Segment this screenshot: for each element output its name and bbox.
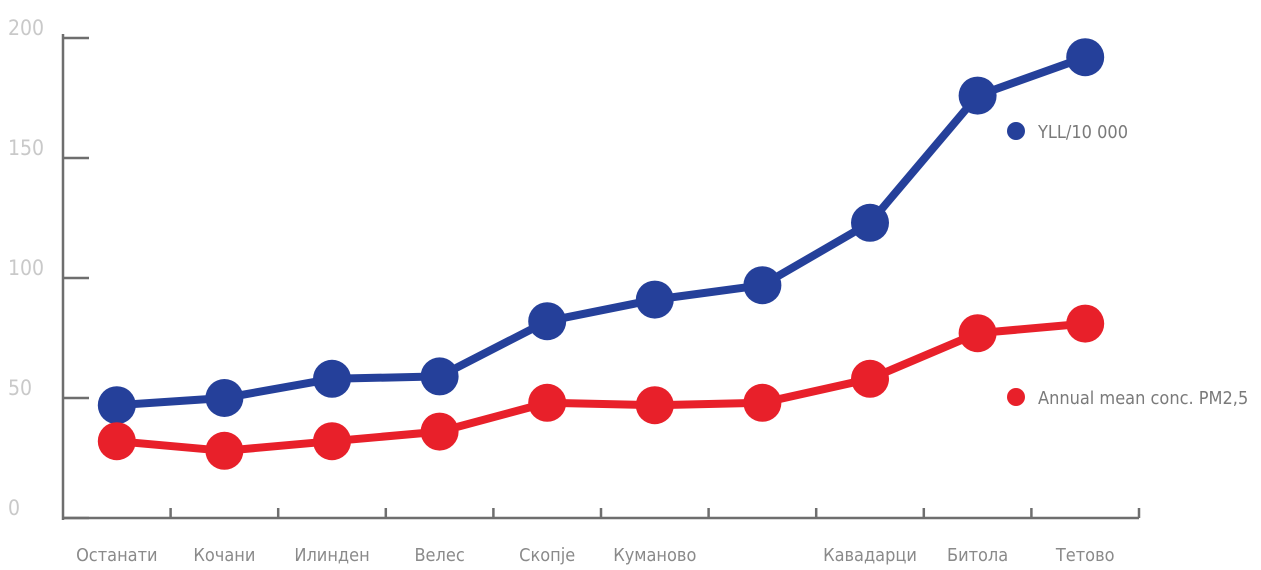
x-category-label: Кавадарци	[823, 545, 917, 566]
y-ticks: 0 50 100 150 200	[8, 16, 89, 520]
data-point	[313, 422, 351, 461]
data-point	[205, 431, 244, 470]
data-point	[958, 314, 997, 353]
data-point	[635, 386, 674, 425]
x-category-label: Останати	[76, 545, 157, 566]
data-point	[528, 383, 567, 422]
series-layer	[97, 38, 1105, 470]
data-point	[1066, 304, 1105, 343]
series-yll	[97, 38, 1105, 425]
x-category-label: Скопје	[519, 545, 575, 566]
legend-marker-icon	[1007, 122, 1025, 140]
legend-item: YLL/10 000	[1007, 122, 1128, 143]
y-tick-label: 100	[8, 256, 44, 280]
x-ticks: Останати Кочани Илинден Велес Скопје Куманово…	[76, 508, 1141, 566]
legend-item: Annual mean conc. PM2,5	[1007, 388, 1248, 409]
x-category-label: Кочани	[193, 545, 255, 566]
legend-label: Annual mean conc. PM2,5	[1038, 388, 1248, 409]
data-point	[635, 280, 674, 319]
legend-label: YLL/10 000	[1037, 122, 1128, 143]
data-point	[958, 76, 997, 115]
series-line	[112, 53, 1090, 410]
data-point	[420, 412, 459, 451]
series-line	[112, 319, 1090, 455]
series-pm25	[97, 304, 1105, 470]
x-category-label: Велес	[414, 545, 464, 566]
data-point	[1066, 38, 1105, 77]
data-point	[743, 383, 782, 422]
data-point	[313, 359, 351, 398]
legend: YLL/10 000 Annual mean conc. PM2,5	[1007, 122, 1248, 409]
y-tick-label: 50	[8, 376, 32, 400]
data-point	[851, 203, 889, 242]
data-point	[420, 357, 459, 396]
data-point	[97, 422, 136, 461]
data-point	[743, 266, 782, 305]
y-tick-label: 150	[8, 136, 44, 160]
x-category-label: Куманово	[613, 545, 696, 566]
data-point	[851, 359, 889, 398]
y-tick-label: 0	[8, 496, 20, 520]
x-category-label: Илинден	[294, 545, 369, 566]
data-point	[528, 302, 567, 341]
legend-marker-icon	[1007, 388, 1025, 406]
data-point	[97, 386, 136, 425]
x-category-label: Тетово	[1055, 545, 1115, 566]
y-tick-label: 200	[8, 16, 44, 40]
data-point	[205, 379, 244, 417]
x-category-label: Битола	[947, 545, 1008, 566]
